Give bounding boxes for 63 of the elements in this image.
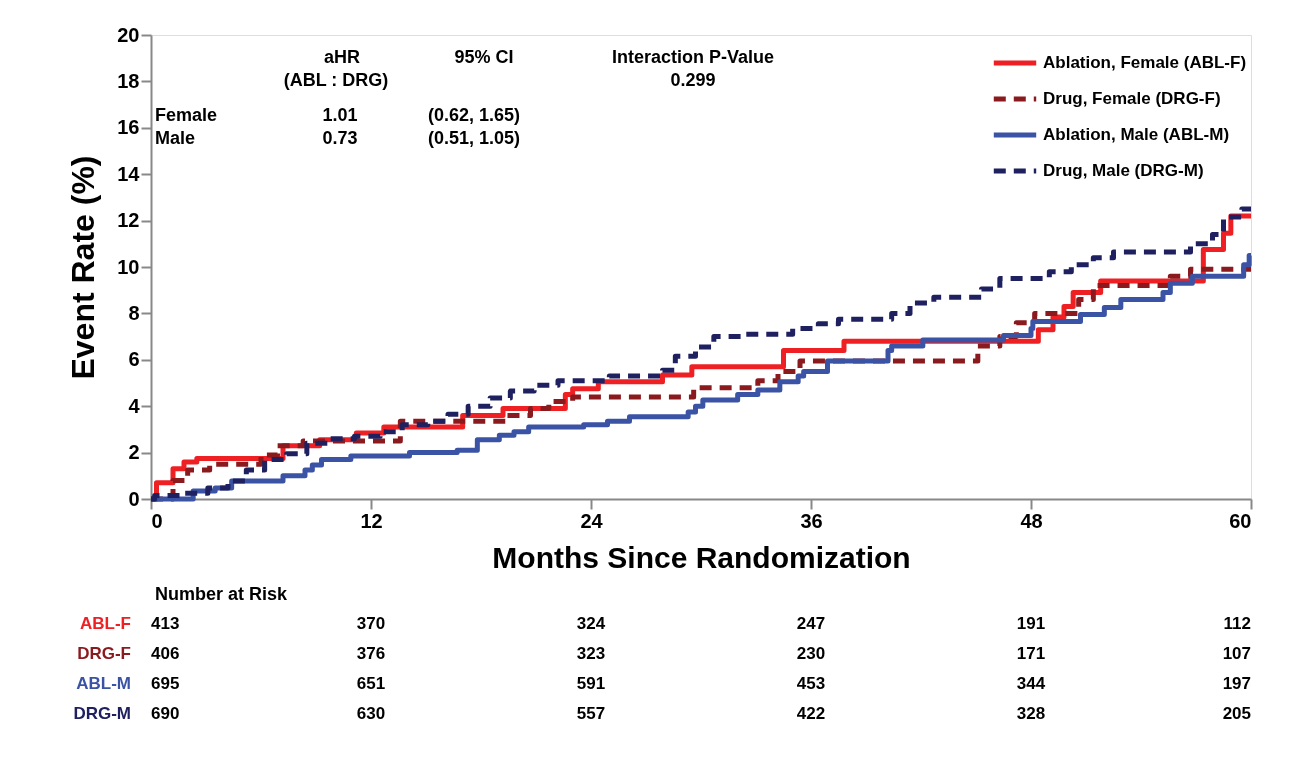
annotation: Male — [155, 128, 196, 148]
text: 191 — [1016, 614, 1046, 633]
text: 413 — [151, 614, 180, 633]
text: 344 — [1016, 674, 1046, 693]
y-tick-label: 14 — [117, 162, 141, 185]
text: 690 — [151, 704, 180, 723]
x-tick-label: 48 — [1020, 509, 1043, 532]
y-tick-label: 0 — [128, 487, 140, 510]
text: ABL-F — [80, 614, 131, 633]
y-tick-label: 10 — [117, 255, 140, 278]
text: 197 — [1222, 674, 1251, 693]
text: 205 — [1222, 704, 1251, 723]
text: 422 — [796, 704, 826, 723]
x-tick-label: 12 — [360, 509, 383, 532]
legend-label: Ablation, Male (ABL-M) — [1043, 125, 1230, 144]
text: 230 — [796, 644, 826, 663]
y-axis-title: Event Rate (%) — [65, 155, 102, 380]
text: DRG-M — [73, 704, 131, 723]
text: 323 — [576, 644, 606, 663]
y-tick-label: 8 — [128, 301, 140, 324]
annotation: 0.73 — [322, 128, 358, 148]
text: ABL-M — [76, 674, 131, 693]
x-tick-label: 0 — [151, 509, 163, 532]
x-tick-label: 60 — [1229, 509, 1252, 532]
y-tick-label: 6 — [128, 348, 140, 371]
annotation: (0.51, 1.05) — [427, 128, 521, 148]
annotation: (ABL : DRG) — [283, 70, 389, 90]
y-tick-label: 12 — [117, 209, 140, 232]
annotation: 1.01 — [322, 105, 358, 125]
text: 171 — [1016, 644, 1046, 663]
text: 107 — [1222, 644, 1251, 663]
legend-label: Drug, Male (DRG-M) — [1043, 161, 1204, 180]
annotation: 95% CI — [454, 47, 514, 67]
text: 328 — [1016, 704, 1046, 723]
legend-label: Ablation, Female (ABL-F) — [1043, 53, 1247, 72]
text: 406 — [151, 644, 180, 663]
text: 324 — [576, 614, 606, 633]
text: 630 — [356, 704, 386, 723]
annotation: 0.299 — [670, 70, 716, 90]
annotation: Interaction P-Value — [611, 47, 775, 67]
text: 376 — [356, 644, 386, 663]
text: 591 — [576, 674, 606, 693]
annotation: Female — [155, 105, 218, 125]
y-tick-label: 18 — [117, 69, 140, 92]
x-axis-title: Months Since Randomization — [492, 540, 911, 574]
text: 651 — [356, 674, 386, 693]
y-tick-label: 4 — [128, 394, 141, 417]
text: 112 — [1223, 614, 1251, 633]
y-tick-label: 2 — [128, 441, 140, 464]
text: 247 — [796, 614, 826, 633]
annotation: aHR — [323, 47, 361, 67]
text: 695 — [151, 674, 180, 693]
x-tick-label: 36 — [800, 509, 823, 532]
x-tick-label: 24 — [580, 509, 604, 532]
y-tick-label: 16 — [117, 116, 140, 139]
text: 370 — [356, 614, 386, 633]
annotation: (0.62, 1.65) — [427, 105, 521, 125]
text: Number at Risk — [155, 584, 289, 604]
text: 453 — [796, 674, 826, 693]
legend-label: Drug, Female (DRG-F) — [1043, 89, 1221, 108]
y-tick-label: 20 — [117, 23, 140, 46]
text: DRG-F — [77, 644, 131, 663]
text: 557 — [576, 704, 606, 723]
